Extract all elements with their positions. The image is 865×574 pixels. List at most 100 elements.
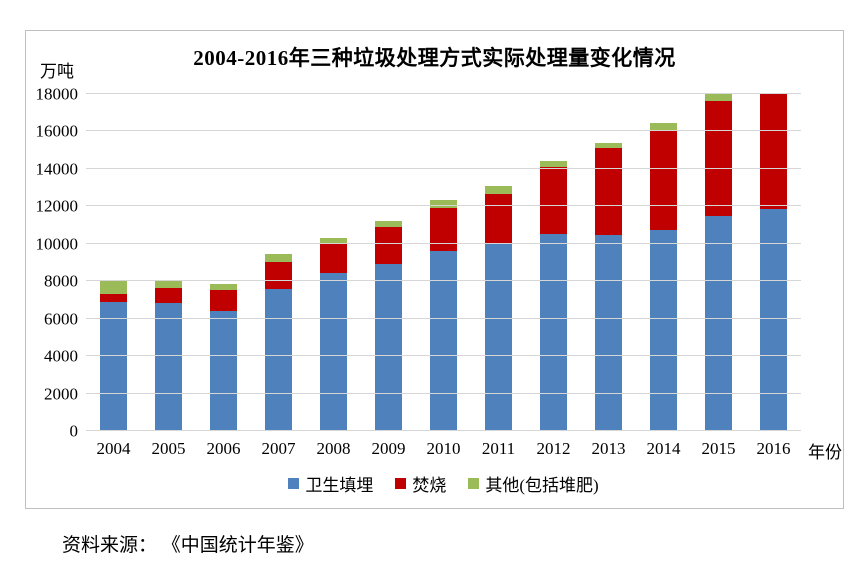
- y-tick-label: 2000: [44, 384, 78, 404]
- bar-segment-other: [155, 281, 182, 288]
- plot-area: [86, 93, 801, 431]
- legend-swatch-other: [468, 478, 480, 489]
- bar-segment-incineration: [485, 193, 512, 243]
- bar-segment-other: [540, 160, 567, 168]
- bar-column-2006: [196, 94, 251, 431]
- x-tick-label: 2012: [536, 439, 571, 458]
- x-tick-label: 2004: [96, 439, 131, 458]
- y-tick-label: 8000: [44, 271, 78, 291]
- legend: 卫生填埋 焚烧 其他(包括堆肥): [86, 471, 801, 496]
- bar-column-2012: [526, 94, 581, 431]
- bar-column-2011: [471, 94, 526, 431]
- bar-column-2004: [86, 94, 141, 431]
- bar-segment-other: [210, 284, 237, 290]
- legend-swatch-landfill: [288, 478, 300, 489]
- y-tick-label: 16000: [35, 121, 79, 141]
- bar-segment-incineration: [705, 100, 732, 217]
- y-tick-label: 0: [69, 421, 79, 441]
- bar-segment-incineration: [210, 289, 237, 312]
- x-tick-label: 2007: [261, 439, 296, 458]
- bar-segment-landfill: [155, 302, 182, 431]
- bar-segment-landfill: [320, 273, 347, 431]
- legend-label-landfill: 卫生填埋: [305, 476, 374, 495]
- bar-segment-other: [650, 123, 677, 131]
- chart-frame: 2004-2016年三种垃圾处理方式实际处理量变化情况 万吨 0 2000 4000…: [25, 30, 844, 509]
- bar-segment-other: [430, 200, 457, 208]
- bar-segment-incineration: [265, 262, 292, 290]
- bar-segment-landfill: [595, 234, 622, 431]
- x-tick-label: 2010: [426, 439, 461, 458]
- x-tick-label: 2013: [591, 439, 626, 458]
- y-tick-label: 10000: [35, 234, 79, 254]
- gridline: [86, 93, 801, 94]
- bar-column-2007: [251, 94, 306, 431]
- x-tick-label: 2008: [316, 439, 351, 458]
- bar-segment-landfill: [265, 289, 292, 431]
- gridline: [86, 355, 801, 357]
- chart-title: 2004-2016年三种垃圾处理方式实际处理量变化情况: [193, 46, 676, 70]
- x-tick-label: 2009: [371, 439, 406, 458]
- bar-segment-other: [100, 279, 127, 294]
- bar-segment-incineration: [320, 243, 347, 274]
- gridline: [86, 430, 801, 431]
- y-tick-label: 4000: [44, 346, 78, 366]
- bar-segment-landfill: [485, 242, 512, 431]
- bar-segment-landfill: [650, 229, 677, 431]
- bars-container: [86, 94, 801, 431]
- bar-segment-incineration: [430, 207, 457, 252]
- legend-item-other: 其他(包括堆肥): [468, 471, 599, 496]
- bar-segment-other: [265, 254, 292, 263]
- bar-segment-incineration: [100, 293, 127, 303]
- bar-segment-landfill: [540, 234, 567, 431]
- x-tick-label: 2016: [756, 439, 791, 458]
- bar-column-2009: [361, 94, 416, 431]
- x-tick-label: 2006: [206, 439, 241, 458]
- bar-segment-incineration: [595, 147, 622, 235]
- bar-segment-landfill: [705, 216, 732, 431]
- bar-segment-landfill: [100, 302, 127, 431]
- gridline: [86, 205, 801, 207]
- bar-segment-other: [320, 238, 347, 244]
- y-tick-label: 6000: [44, 309, 78, 329]
- bar-segment-other: [705, 94, 732, 101]
- y-tick-label: 12000: [35, 196, 79, 216]
- x-tick-label: 2014: [646, 439, 681, 458]
- gridline: [86, 130, 801, 132]
- legend-label-other: 其他(包括堆肥): [485, 476, 599, 495]
- bar-column-2015: [691, 94, 746, 431]
- y-tick-label: 18000: [35, 84, 79, 104]
- legend-item-landfill: 卫生填埋: [288, 471, 373, 496]
- bar-segment-landfill: [760, 208, 787, 431]
- bar-segment-landfill: [210, 311, 237, 431]
- bar-segment-incineration: [155, 287, 182, 303]
- bar-segment-other: [595, 142, 622, 148]
- bar-segment-landfill: [375, 264, 402, 431]
- gridline: [86, 167, 801, 169]
- bar-column-2010: [416, 94, 471, 431]
- bar-column-2013: [581, 94, 636, 431]
- bar-column-2005: [141, 94, 196, 431]
- bar-column-2008: [306, 94, 361, 431]
- y-axis-tick-labels: 0 2000 4000 6000 8000 10000 12000 14000 16000 180…: [26, 86, 79, 440]
- y-tick-label: 14000: [35, 159, 79, 179]
- gridline: [86, 317, 801, 319]
- legend-item-incineration: 焚烧: [395, 471, 446, 496]
- legend-label-incineration: 焚烧: [412, 476, 447, 495]
- bar-segment-landfill: [430, 251, 457, 431]
- bar-segment-incineration: [375, 226, 402, 265]
- gridline: [86, 392, 801, 394]
- legend-swatch-incineration: [395, 478, 407, 489]
- x-tick-label: 2005: [151, 439, 186, 458]
- y-axis-unit-label: 万吨: [40, 62, 74, 81]
- bar-column-2014: [636, 94, 691, 431]
- gridline: [86, 280, 801, 282]
- x-axis-tick-labels: 2004 2005 2006 2007 2008 2009 2010 2011 2012 2013…: [86, 439, 801, 459]
- x-tick-label: 2011: [481, 439, 516, 458]
- x-tick-label: 2015: [701, 439, 736, 458]
- bar-segment-other: [375, 220, 402, 227]
- gridline: [86, 242, 801, 244]
- x-axis-title: 年份: [808, 443, 842, 462]
- bar-column-2016: [746, 94, 801, 431]
- bar-segment-other: [485, 185, 512, 194]
